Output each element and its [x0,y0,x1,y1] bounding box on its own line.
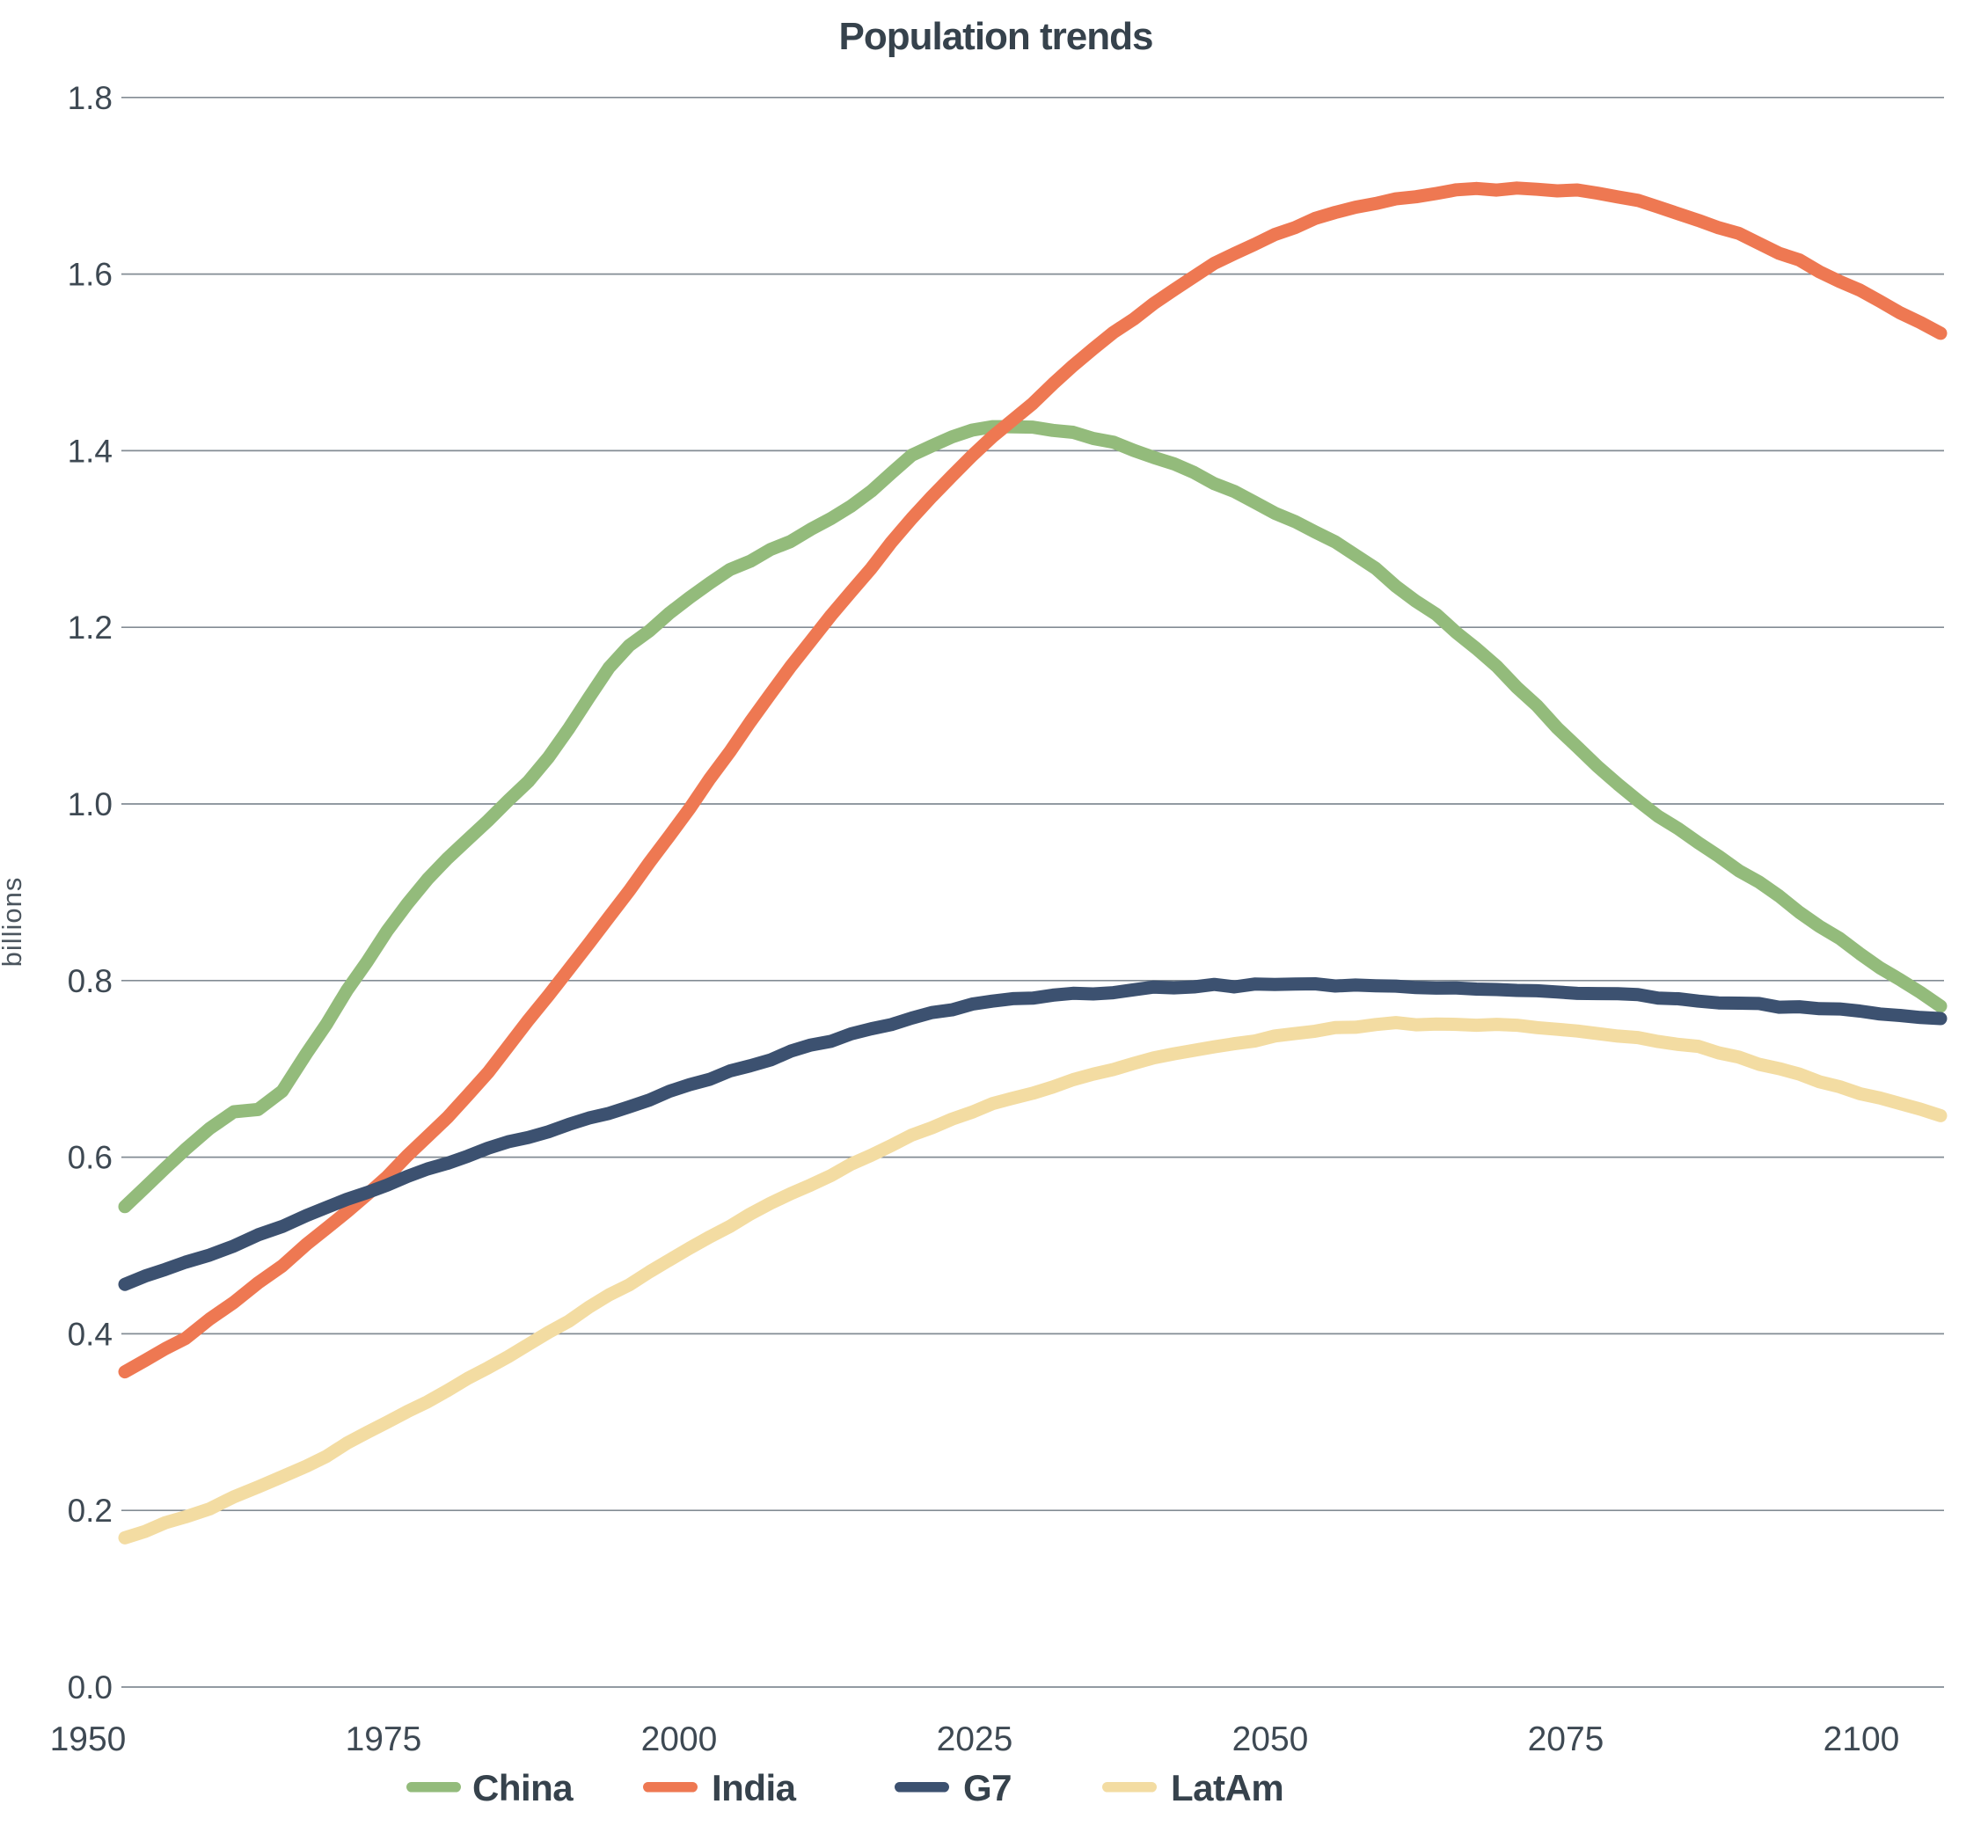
y-tick-label-1.8: 1.8 [68,80,113,116]
x-tick-label-1975: 1975 [346,1720,422,1758]
y-tick-label-0.2: 0.2 [68,1493,113,1529]
y-tick-label-0.0: 0.0 [68,1669,113,1706]
legend-label-india: India [712,1767,797,1808]
legend-item-india: India [643,1767,797,1808]
y-tick-label-1.6: 1.6 [68,257,113,293]
y-tick-label-1.4: 1.4 [68,433,113,469]
legend-swatch-latam [1102,1782,1157,1793]
x-tick-label-1950: 1950 [50,1720,127,1758]
legend-swatch-india [643,1782,698,1793]
y-tick-label-0.8: 0.8 [68,963,113,999]
x-tick-label-2025: 2025 [937,1720,1013,1758]
gridlines [121,96,1944,1688]
legend-label-g7: G7 [963,1767,1012,1808]
y-tick-label-1.2: 1.2 [68,610,113,646]
y-axis-tick-labels: 0.0 0.2 0.4 0.6 0.8 1.0 1.2 1.4 1.6 1.8 [68,80,113,1706]
legend-label-latam: LatAm [1171,1767,1283,1808]
y-tick-label-0.4: 0.4 [68,1316,113,1352]
legend-item-g7: G7 [895,1767,1012,1808]
y-tick-label-0.6: 0.6 [68,1140,113,1176]
x-tick-label-2100: 2100 [1824,1720,1900,1758]
line-india [118,181,1948,1379]
legend-swatch-g7 [895,1782,949,1793]
series-lines [118,181,1948,1545]
legend-item-latam: LatAm [1102,1767,1284,1808]
x-tick-label-2075: 2075 [1528,1720,1604,1758]
x-tick-label-2000: 2000 [641,1720,718,1758]
x-tick-label-2050: 2050 [1232,1720,1309,1758]
line-china [118,420,1948,1214]
legend: China India G7 LatAm [406,1767,1284,1808]
line-g7 [118,977,1948,1291]
y-axis-label: billions [0,877,27,968]
x-axis-tick-labels: 1950 1975 2000 2025 2050 2075 2100 [50,1720,1900,1758]
y-tick-label-1.0: 1.0 [68,786,113,822]
legend-label-china: China [472,1767,574,1808]
line-latam [118,1016,1948,1545]
legend-swatch-china [406,1782,461,1793]
legend-item-china: China [406,1767,574,1808]
chart-title: Population trends [839,15,1153,58]
